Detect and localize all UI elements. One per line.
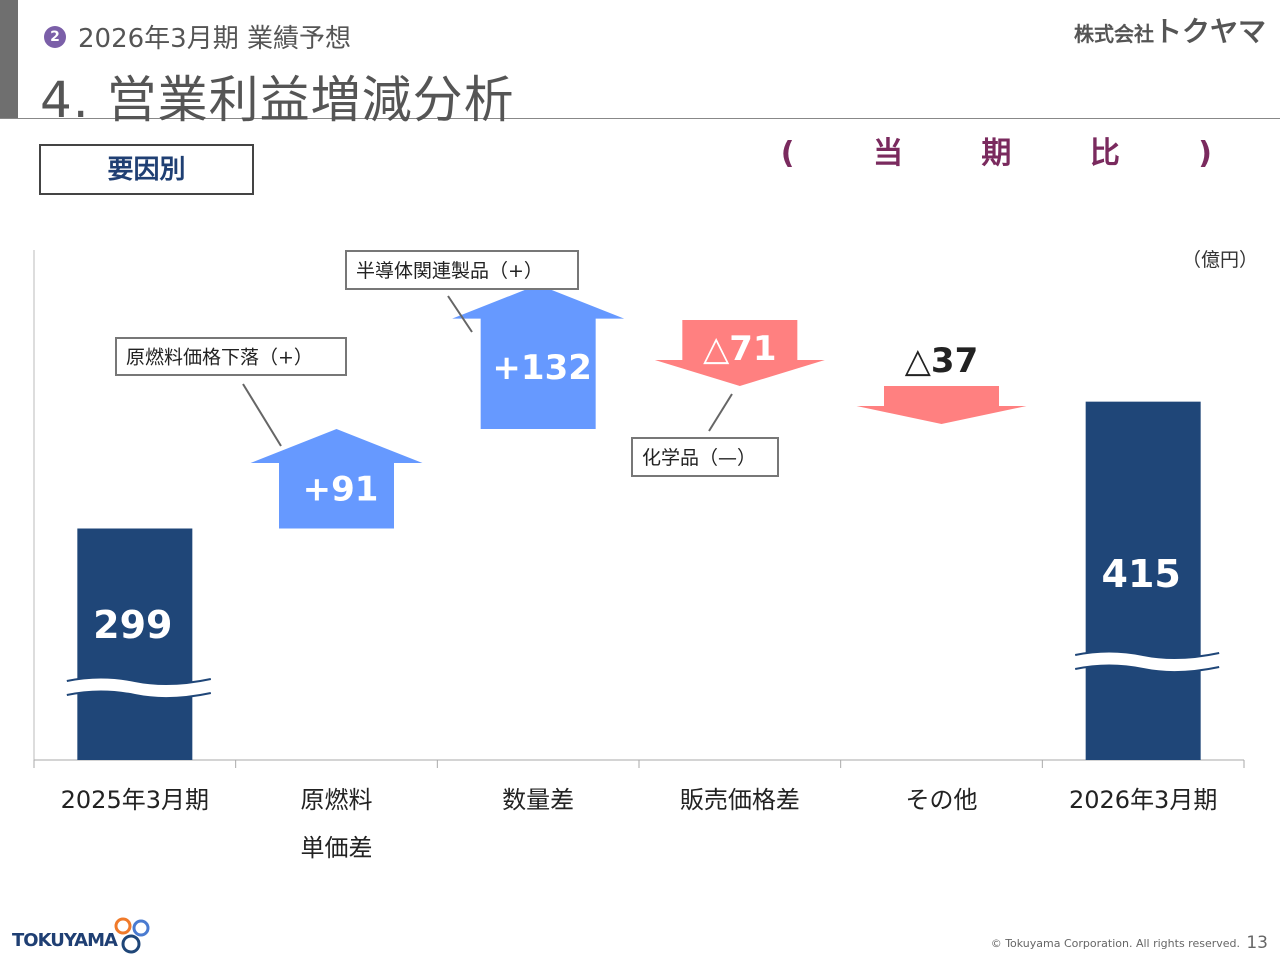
- company-logo-text: 株式会社トクヤマ: [1074, 10, 1266, 50]
- category-label: 原燃料: [301, 786, 373, 814]
- axis-break-edge: [66, 676, 212, 686]
- callout-leader-line: [447, 295, 473, 333]
- footer-logo-text: TOKUYAMA: [12, 930, 118, 951]
- arrow-value-label: +91: [303, 470, 379, 510]
- increase-arrow: [250, 428, 423, 529]
- category-label: 販売価格差: [680, 786, 800, 814]
- arrow-value-label: +132: [492, 348, 591, 388]
- increase-arrow: [452, 284, 625, 429]
- callout-box: [631, 437, 779, 477]
- section-title: 2026年3月期 業績予想: [78, 24, 351, 54]
- callout-text: 化学品（—）: [642, 447, 756, 469]
- axis-break-mark: [1073, 651, 1221, 673]
- callout-box: [115, 337, 347, 376]
- page-title: 4. 営業利益増減分析: [40, 71, 515, 129]
- category-label: 2025年3月期: [61, 786, 209, 814]
- header-divider: [0, 118, 1280, 119]
- category-label: 数量差: [502, 786, 574, 814]
- callout-box: [345, 250, 579, 290]
- axis-break-edge: [66, 690, 212, 700]
- arrow-value-label: △71: [703, 329, 776, 369]
- comparison-label: ( 当 期 比 ): [780, 136, 1246, 171]
- page-number: 13: [1246, 933, 1268, 953]
- category-label: その他: [906, 786, 978, 814]
- category-label: 2026年3月期: [1069, 786, 1217, 814]
- tokuyama-logo-icon: [114, 917, 150, 954]
- bar-value-label: 299: [93, 603, 172, 647]
- bar-value-label: 415: [1102, 552, 1181, 596]
- unit-label: （億円）: [1182, 249, 1258, 271]
- axis-break-edge: [1074, 664, 1220, 674]
- axis-break-edge: [1074, 650, 1220, 660]
- arrow-value-label: △37: [905, 341, 978, 381]
- callout-leader-line: [708, 393, 733, 432]
- callout-text: 原燃料価格下落（+）: [126, 347, 313, 369]
- callout-leader-line: [242, 383, 282, 447]
- header-accent-bar: [0, 0, 18, 118]
- decrease-arrow: [654, 320, 825, 386]
- total-bar: [1085, 401, 1201, 760]
- axis-break-mark: [65, 677, 213, 699]
- decrease-arrow: [856, 386, 1027, 424]
- section-number-badge: 2: [44, 26, 66, 48]
- company-prefix: 株式会社: [1073, 22, 1154, 46]
- factor-label-box: 要因別: [39, 144, 254, 195]
- category-label: 単価差: [301, 834, 373, 862]
- callout-text: 半導体関連製品（+）: [356, 260, 543, 282]
- copyright-notice: © Tokuyama Corporation. All rights reser…: [990, 937, 1240, 950]
- total-bar: [77, 528, 193, 760]
- company-name: トクヤマ: [1153, 15, 1266, 48]
